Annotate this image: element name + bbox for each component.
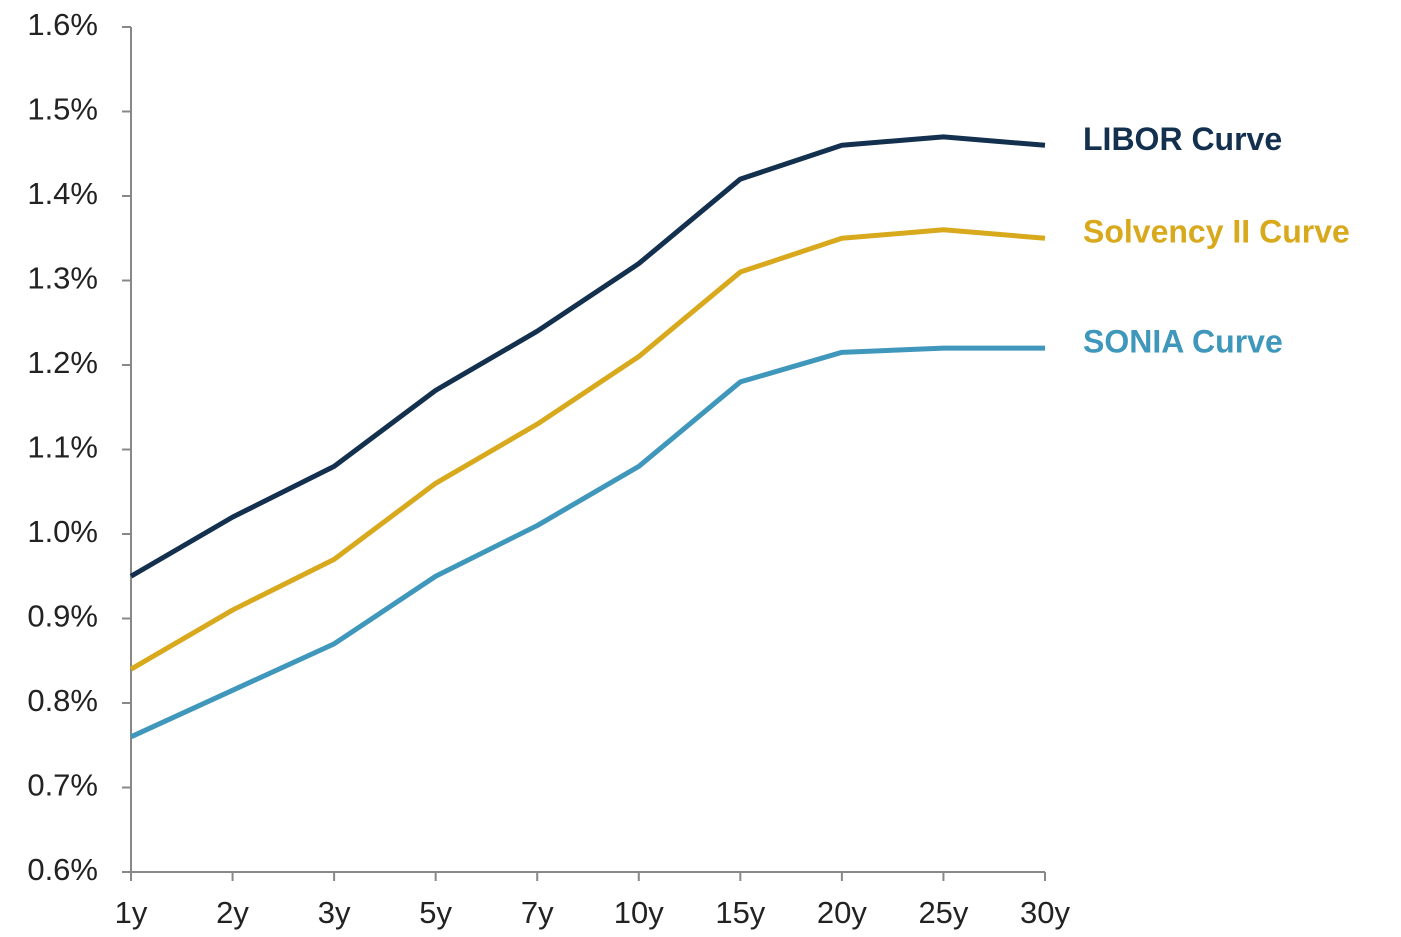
series-line bbox=[129, 345, 1045, 740]
x-tick-label: 20y bbox=[817, 895, 867, 930]
x-tick-label: 25y bbox=[918, 895, 968, 930]
x-tick-label: 7y bbox=[521, 895, 554, 930]
y-tick-label: 1.5% bbox=[27, 92, 98, 127]
series-line bbox=[129, 134, 1046, 579]
x-tick-label: 10y bbox=[614, 895, 664, 930]
y-tick-label: 1.1% bbox=[27, 430, 98, 465]
x-tick-label: 30y bbox=[1020, 895, 1070, 930]
y-tick-label: 0.8% bbox=[27, 683, 98, 718]
x-tick-label: 1y bbox=[115, 895, 148, 930]
y-tick-label: 1.6% bbox=[27, 7, 98, 42]
series-label: SONIA Curve bbox=[1083, 324, 1283, 360]
x-tick-label: 15y bbox=[715, 895, 765, 930]
y-tick-label: 1.4% bbox=[27, 176, 98, 211]
x-tick-label: 5y bbox=[419, 895, 452, 930]
series-label: Solvency II Curve bbox=[1083, 214, 1350, 250]
y-tick-label: 1.0% bbox=[27, 514, 98, 549]
y-tick-label: 0.6% bbox=[27, 852, 98, 887]
series-label: LIBOR Curve bbox=[1083, 121, 1282, 157]
y-tick-label: 0.7% bbox=[27, 768, 98, 803]
y-tick-label: 1.2% bbox=[27, 345, 98, 380]
x-tick-label: 2y bbox=[216, 895, 249, 930]
x-tick-label: 3y bbox=[318, 895, 351, 930]
y-tick-label: 1.3% bbox=[27, 261, 98, 296]
y-tick-label: 0.9% bbox=[27, 599, 98, 634]
series-line bbox=[129, 227, 1046, 672]
